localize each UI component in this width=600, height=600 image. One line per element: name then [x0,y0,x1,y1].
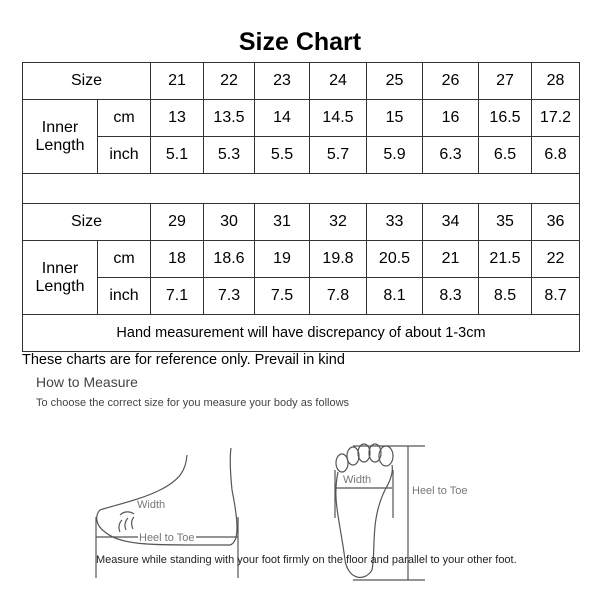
inner-length-label: Inner Length [22,99,98,174]
cm-value: 14.5 [309,99,367,137]
inner-length-label: Inner Length [22,240,98,315]
cm-value: 19 [254,240,310,278]
length-label: Length [35,136,85,154]
measure-instruction: Measure while standing with your foot fi… [96,554,517,566]
inch-value: 6.8 [531,136,580,174]
inch-value: 5.5 [254,136,310,174]
inch-value: 5.1 [150,136,204,174]
cm-value: 16 [422,99,479,137]
inch-row: inch 7.1 7.3 7.5 7.8 8.1 8.3 8.5 8.7 [23,277,580,315]
side-width-label: Width [137,499,166,511]
size-value: 29 [150,203,204,241]
cm-row: Inner Length cm 18 18.6 19 19.8 20.5 21 21.5 22 [22,240,580,315]
inch-value: 8.3 [422,277,479,315]
size-value: 33 [366,203,423,241]
inch-value: 6.3 [422,136,479,174]
cm-value: 21 [422,240,479,278]
size-row: Size 21 22 23 24 25 26 27 28 [22,62,580,100]
sole-width-label: Width [343,474,372,486]
size-value: 26 [422,62,479,100]
size-value: 24 [309,62,367,100]
inch-value: 7.8 [309,277,367,315]
sole-foot-icon [334,443,425,581]
size-value: 32 [309,203,367,241]
side-foot-icon [95,447,239,578]
side-heel-to-toe-label: Heel to Toe [139,532,195,544]
size-value: 21 [150,62,204,100]
how-to-measure-subtitle: To choose the correct size for you measu… [36,397,350,409]
size-header: Size [22,62,151,100]
cm-value: 13.5 [203,99,255,137]
length-label: Length [35,277,85,295]
sole-heel-to-toe-label: Heel to Toe [412,485,468,497]
how-to-measure-heading: How to Measure [36,374,138,390]
cm-value: 18 [150,240,204,278]
cm-value: 19.8 [309,240,367,278]
size-value: 28 [531,62,580,100]
size-table: Size 21 22 23 24 25 26 27 28 Inner Length cm 13 13.5 1… [22,62,580,352]
reference-note: These charts are for reference only. Pre… [22,352,345,368]
cm-value: 20.5 [366,240,423,278]
cm-label: cm [97,240,151,278]
inch-value: 8.7 [531,277,580,315]
inner-label: Inner [41,259,79,277]
discrepancy-row: Hand measurement will have discrepancy o… [22,314,580,352]
inner-label: Inner [41,118,79,136]
inch-value: 8.1 [366,277,423,315]
size-value: 22 [203,62,255,100]
page-title: Size Chart [238,28,362,56]
cm-value: 16.5 [478,99,532,137]
discrepancy-note: Hand measurement will have discrepancy o… [22,314,580,352]
inch-value: 5.9 [366,136,423,174]
